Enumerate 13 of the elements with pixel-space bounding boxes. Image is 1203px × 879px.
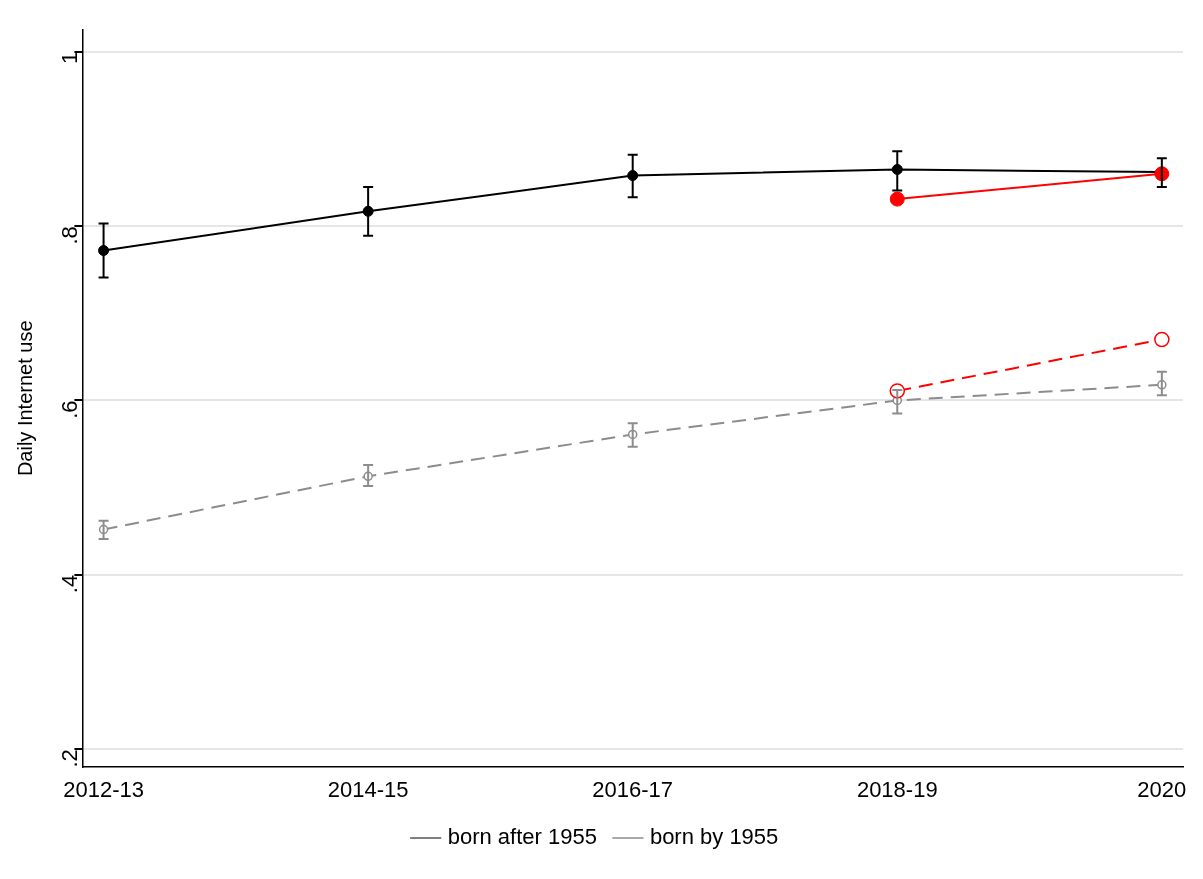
x-tick-label: 2016-17 [592, 776, 674, 802]
y-tick-label: .4 [57, 574, 83, 594]
x-tick-label: 2014-15 [327, 776, 409, 802]
x-tick-label: 2012-13 [63, 776, 144, 802]
y-tick-label: .6 [57, 400, 83, 419]
y-tick-label: .2 [57, 749, 83, 768]
legend-label: born by 1955 [649, 824, 779, 850]
y-axis-title: Daily Internet use [13, 320, 36, 477]
y-tick-label: 1 [57, 51, 83, 65]
legend-label: born after 1955 [447, 824, 597, 850]
x-tick-label: 2018-19 [856, 776, 938, 802]
x-tick-label: 2020 [1137, 776, 1187, 802]
y-tick-label: .8 [57, 226, 83, 245]
